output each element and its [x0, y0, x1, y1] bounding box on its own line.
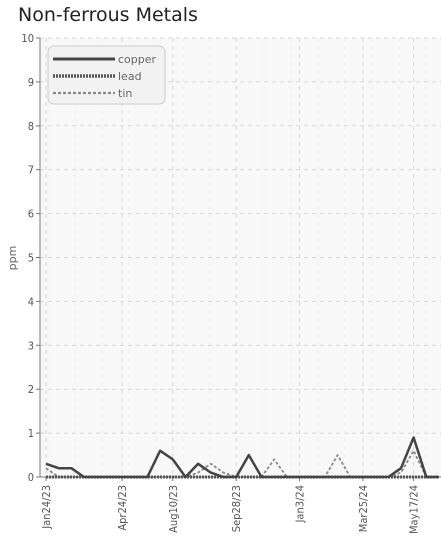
y-tick-label: 8 [28, 120, 34, 133]
x-tick-label: Jan24/23 [40, 485, 53, 530]
legend-label-copper[interactable]: copper [118, 53, 157, 66]
y-tick-label: 7 [28, 164, 34, 177]
x-tick-label: Sep28/23 [230, 485, 243, 532]
x-tick-label: May17/24 [408, 485, 421, 534]
legend-label-lead[interactable]: lead [118, 70, 142, 83]
y-tick-label: 10 [21, 32, 34, 45]
y-tick-label: 4 [28, 295, 34, 308]
y-tick-label: 6 [28, 208, 34, 221]
y-tick-label: 3 [28, 339, 34, 352]
x-tick-label: Jan3/24 [294, 485, 307, 523]
x-tick-label: Aug10/23 [167, 485, 180, 533]
x-tick-label: Apr24/23 [116, 485, 129, 531]
y-tick-label: 1 [28, 427, 34, 440]
y-tick-label: 2 [28, 383, 34, 396]
y-axis-label: ppm [6, 246, 19, 271]
x-tick-label: Mar25/24 [357, 485, 370, 532]
x-tick-labels: Jan24/23 Apr24/23 Aug10/23 Sep28/23 Jan3/24 M… [40, 477, 421, 534]
legend[interactable]: copper lead tin [48, 46, 165, 104]
legend-label-tin[interactable]: tin [118, 87, 132, 100]
y-tick-label: 5 [28, 252, 34, 265]
y-tick-labels: 0 1 2 3 4 5 6 7 8 9 10 [21, 32, 40, 484]
y-tick-label: 0 [28, 471, 34, 484]
y-tick-label: 9 [28, 76, 34, 89]
